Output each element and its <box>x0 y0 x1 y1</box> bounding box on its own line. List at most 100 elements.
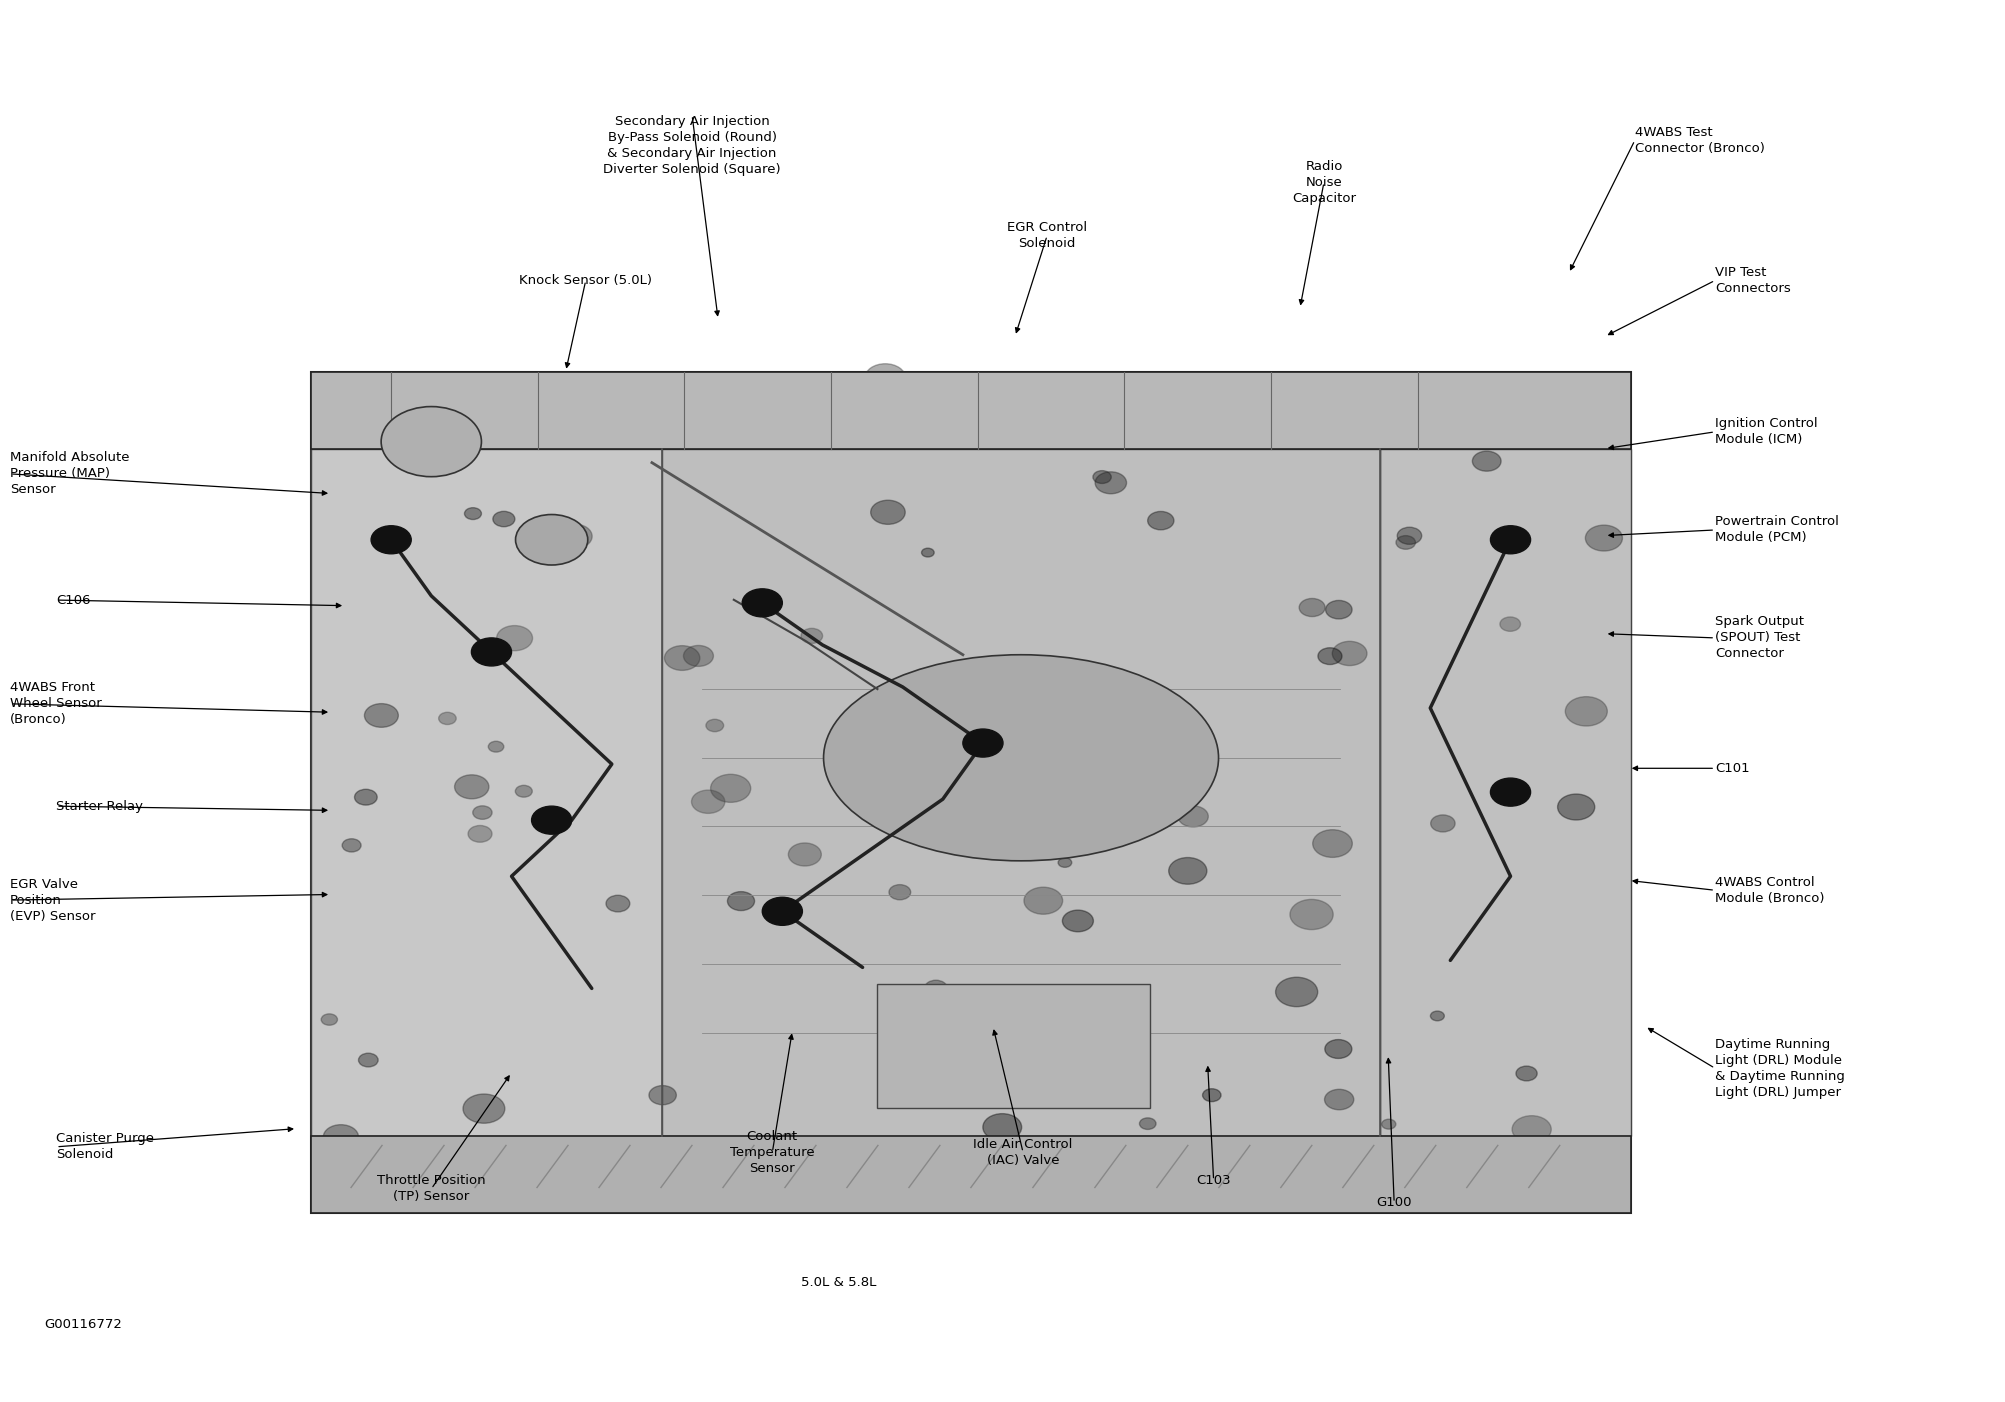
Circle shape <box>1323 1039 1351 1059</box>
Circle shape <box>924 980 946 995</box>
Circle shape <box>762 897 802 925</box>
Circle shape <box>1075 660 1089 672</box>
Circle shape <box>932 785 974 815</box>
Circle shape <box>321 1014 337 1025</box>
Circle shape <box>1057 858 1071 868</box>
Circle shape <box>515 785 531 798</box>
Text: Spark Output
(SPOUT) Test
Connector: Spark Output (SPOUT) Test Connector <box>1714 615 1802 660</box>
Circle shape <box>467 826 491 843</box>
Bar <box>311 372 1630 1213</box>
Bar <box>311 1136 1630 1213</box>
Circle shape <box>455 775 489 799</box>
Text: EGR Control
Solenoid: EGR Control Solenoid <box>1007 222 1087 250</box>
Text: C103: C103 <box>1195 1173 1231 1187</box>
Circle shape <box>718 404 740 419</box>
Circle shape <box>1397 527 1422 544</box>
Circle shape <box>473 806 491 819</box>
Circle shape <box>908 729 924 740</box>
Text: Manifold Absolute
Pressure (MAP)
Sensor: Manifold Absolute Pressure (MAP) Sensor <box>10 451 130 496</box>
Circle shape <box>692 791 724 813</box>
Circle shape <box>664 646 700 670</box>
Circle shape <box>323 1124 359 1150</box>
Circle shape <box>487 742 503 751</box>
Circle shape <box>1299 599 1325 617</box>
Circle shape <box>982 1113 1021 1141</box>
Text: Secondary Air Injection
By-Pass Solenoid (Round)
& Secondary Air Injection
Diver: Secondary Air Injection By-Pass Solenoid… <box>604 115 780 177</box>
Ellipse shape <box>824 655 1217 861</box>
Circle shape <box>463 1094 505 1123</box>
Circle shape <box>900 997 920 1011</box>
Circle shape <box>1311 830 1351 858</box>
Circle shape <box>515 515 587 565</box>
Circle shape <box>1564 697 1606 726</box>
Text: Daytime Running
Light (DRL) Module
& Daytime Running
Light (DRL) Jumper: Daytime Running Light (DRL) Module & Day… <box>1714 1037 1845 1099</box>
Circle shape <box>962 729 1002 757</box>
Circle shape <box>920 548 934 557</box>
Circle shape <box>1323 1089 1353 1110</box>
Circle shape <box>1325 600 1351 618</box>
Circle shape <box>371 526 411 554</box>
Circle shape <box>1430 815 1454 831</box>
Circle shape <box>1093 471 1111 484</box>
Circle shape <box>1095 472 1127 494</box>
Circle shape <box>497 625 531 651</box>
Circle shape <box>457 1190 469 1200</box>
Text: Powertrain Control
Module (PCM): Powertrain Control Module (PCM) <box>1714 516 1839 544</box>
Circle shape <box>1169 858 1207 885</box>
Text: Knock Sensor (5.0L): Knock Sensor (5.0L) <box>519 273 652 287</box>
Circle shape <box>800 628 822 644</box>
Circle shape <box>1177 806 1207 827</box>
Text: Ignition Control
Module (ICM): Ignition Control Module (ICM) <box>1714 418 1817 446</box>
Circle shape <box>355 789 377 805</box>
Circle shape <box>465 508 481 520</box>
Circle shape <box>1472 451 1500 471</box>
Text: VIP Test
Connectors: VIP Test Connectors <box>1714 266 1790 294</box>
Circle shape <box>742 589 782 617</box>
Circle shape <box>359 1053 379 1067</box>
Circle shape <box>1512 1116 1550 1143</box>
Circle shape <box>1331 641 1365 666</box>
Circle shape <box>1490 778 1530 806</box>
Circle shape <box>864 363 904 393</box>
Bar <box>311 449 662 1136</box>
Circle shape <box>381 407 481 477</box>
Circle shape <box>1023 887 1063 914</box>
Circle shape <box>365 704 399 728</box>
Circle shape <box>1063 910 1093 932</box>
Circle shape <box>1395 536 1416 550</box>
Text: Starter Relay: Starter Relay <box>56 799 142 813</box>
Circle shape <box>710 774 750 802</box>
Circle shape <box>1556 794 1594 820</box>
Text: Coolant
Temperature
Sensor: Coolant Temperature Sensor <box>730 1130 814 1175</box>
Text: EGR Valve
Position
(EVP) Sensor: EGR Valve Position (EVP) Sensor <box>10 878 96 923</box>
Circle shape <box>1500 617 1520 631</box>
Circle shape <box>1275 977 1317 1007</box>
Circle shape <box>1584 526 1622 551</box>
Text: 5.0L & 5.8L: 5.0L & 5.8L <box>800 1276 876 1290</box>
Text: G00116772: G00116772 <box>44 1318 122 1332</box>
Circle shape <box>1430 1011 1444 1021</box>
Circle shape <box>1133 736 1163 757</box>
Circle shape <box>443 436 463 449</box>
Text: Radio
Noise
Capacitor: Radio Noise Capacitor <box>1291 160 1355 205</box>
Circle shape <box>439 712 455 725</box>
Circle shape <box>780 1133 796 1144</box>
Circle shape <box>557 524 591 548</box>
Text: 4WABS Front
Wheel Sensor
(Bronco): 4WABS Front Wheel Sensor (Bronco) <box>10 681 102 726</box>
Circle shape <box>728 892 754 910</box>
Text: Throttle Position
(TP) Sensor: Throttle Position (TP) Sensor <box>377 1175 485 1203</box>
Text: Canister Purge
Solenoid: Canister Purge Solenoid <box>56 1133 154 1161</box>
Circle shape <box>650 1085 676 1105</box>
Text: 4WABS Control
Module (Bronco): 4WABS Control Module (Bronco) <box>1714 876 1825 904</box>
Circle shape <box>684 645 714 666</box>
Circle shape <box>1323 386 1351 405</box>
Circle shape <box>425 444 451 463</box>
Bar <box>876 984 1149 1108</box>
Circle shape <box>788 843 820 866</box>
Circle shape <box>640 419 658 432</box>
Circle shape <box>493 512 515 527</box>
Text: C106: C106 <box>56 593 90 607</box>
Circle shape <box>531 806 571 834</box>
Circle shape <box>1490 526 1530 554</box>
Circle shape <box>1139 1117 1155 1130</box>
